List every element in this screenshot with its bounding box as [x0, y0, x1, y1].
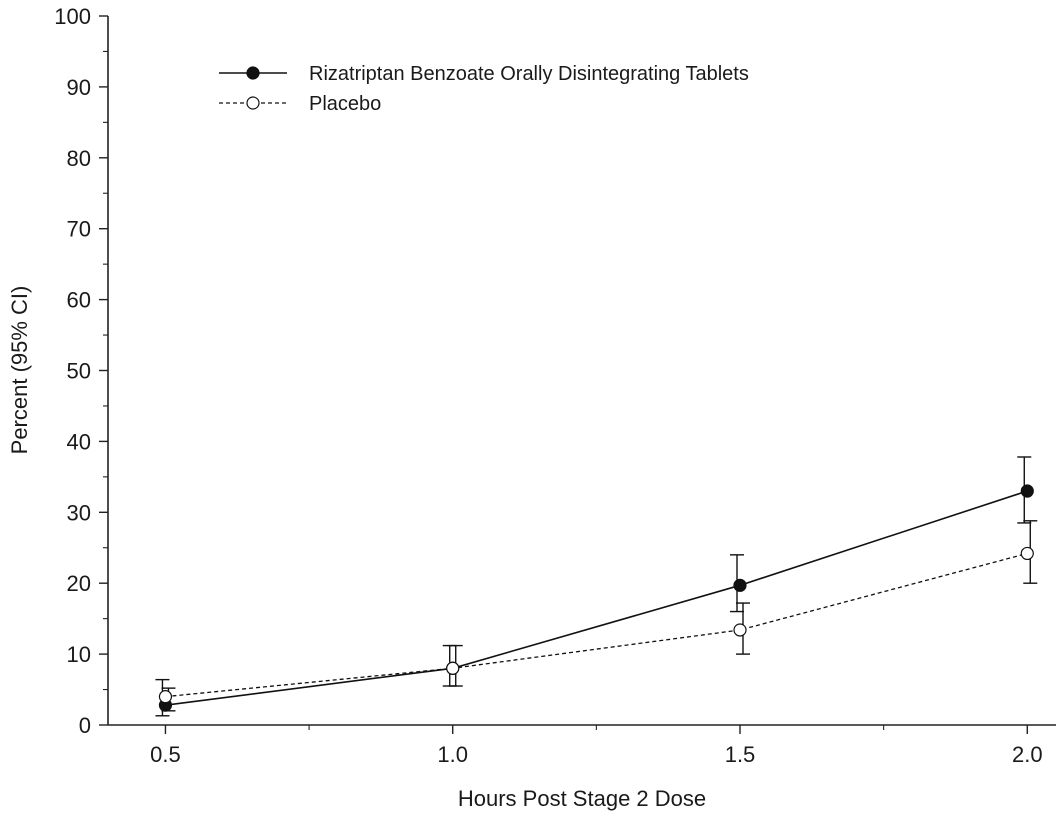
- y-axis-title: Percent (95% CI): [7, 286, 32, 455]
- y-tick-label: 10: [67, 642, 91, 667]
- data-point-placebo: [446, 661, 460, 675]
- series-line-rizatriptan: [165, 490, 1028, 706]
- y-tick-label: 30: [67, 500, 91, 525]
- y-tick-label: 20: [67, 571, 91, 596]
- x-axis-title: Hours Post Stage 2 Dose: [458, 786, 706, 811]
- y-tick-label: 0: [79, 713, 91, 738]
- x-tick-label: 1.0: [437, 742, 468, 767]
- y-tick-label: 60: [67, 288, 91, 313]
- legend-label-rizatriptan: Rizatriptan Benzoate Orally Disintegrati…: [309, 63, 749, 85]
- x-axis-ticks: 0.5 1.0 1.5 2.0: [150, 725, 1043, 767]
- data-point-placebo: [733, 623, 747, 637]
- y-tick-label: 80: [67, 146, 91, 171]
- x-tick-label: 0.5: [150, 742, 181, 767]
- legend-marker-rizatriptan: [246, 66, 260, 80]
- series-line-placebo: [165, 552, 1028, 698]
- y-tick-label: 90: [67, 75, 91, 100]
- data-point-placebo: [1020, 546, 1034, 561]
- x-tick-label: 1.5: [725, 742, 756, 767]
- legend-label-placebo: Placebo: [309, 93, 381, 115]
- y-axis-ticks: 0 10 20 30 40 50 60 70 80 90 100: [54, 4, 108, 738]
- legend-marker-placebo: [246, 96, 260, 110]
- y-tick-label: 50: [67, 359, 91, 384]
- plot-area: [155, 456, 1038, 717]
- y-tick-label: 100: [54, 4, 91, 29]
- data-point-rizatriptan: [1020, 484, 1034, 498]
- data-point-rizatriptan: [733, 578, 747, 592]
- legend: Rizatriptan Benzoate Orally Disintegrati…: [219, 63, 749, 115]
- data-point-placebo: [158, 690, 173, 704]
- y-tick-label: 70: [67, 217, 91, 242]
- y-tick-label: 40: [67, 429, 91, 454]
- x-tick-label: 2.0: [1012, 742, 1043, 767]
